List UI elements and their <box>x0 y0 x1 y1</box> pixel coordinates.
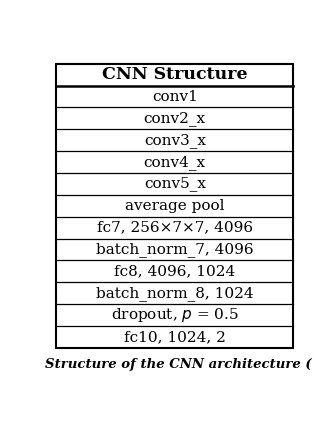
Text: batch_norm_7, 4096: batch_norm_7, 4096 <box>96 242 254 257</box>
Text: fc10, 1024, 2: fc10, 1024, 2 <box>124 330 226 344</box>
Text: average pool: average pool <box>125 199 224 213</box>
Text: Structure of the CNN architecture (: Structure of the CNN architecture ( <box>45 358 311 371</box>
Text: fc8, 4096, 1024: fc8, 4096, 1024 <box>114 264 236 278</box>
Text: conv1: conv1 <box>152 89 198 104</box>
Bar <box>56 64 293 348</box>
Text: dropout, $p$ = 0.5: dropout, $p$ = 0.5 <box>111 306 239 324</box>
Text: conv2_x: conv2_x <box>144 111 206 126</box>
Text: batch_norm_8, 1024: batch_norm_8, 1024 <box>96 286 254 301</box>
Text: fc7, 256×7×7, 4096: fc7, 256×7×7, 4096 <box>97 220 253 235</box>
Text: CNN Structure: CNN Structure <box>102 66 248 83</box>
Text: conv5_x: conv5_x <box>144 177 206 191</box>
Text: conv4_x: conv4_x <box>144 155 206 170</box>
Text: conv3_x: conv3_x <box>144 133 206 148</box>
